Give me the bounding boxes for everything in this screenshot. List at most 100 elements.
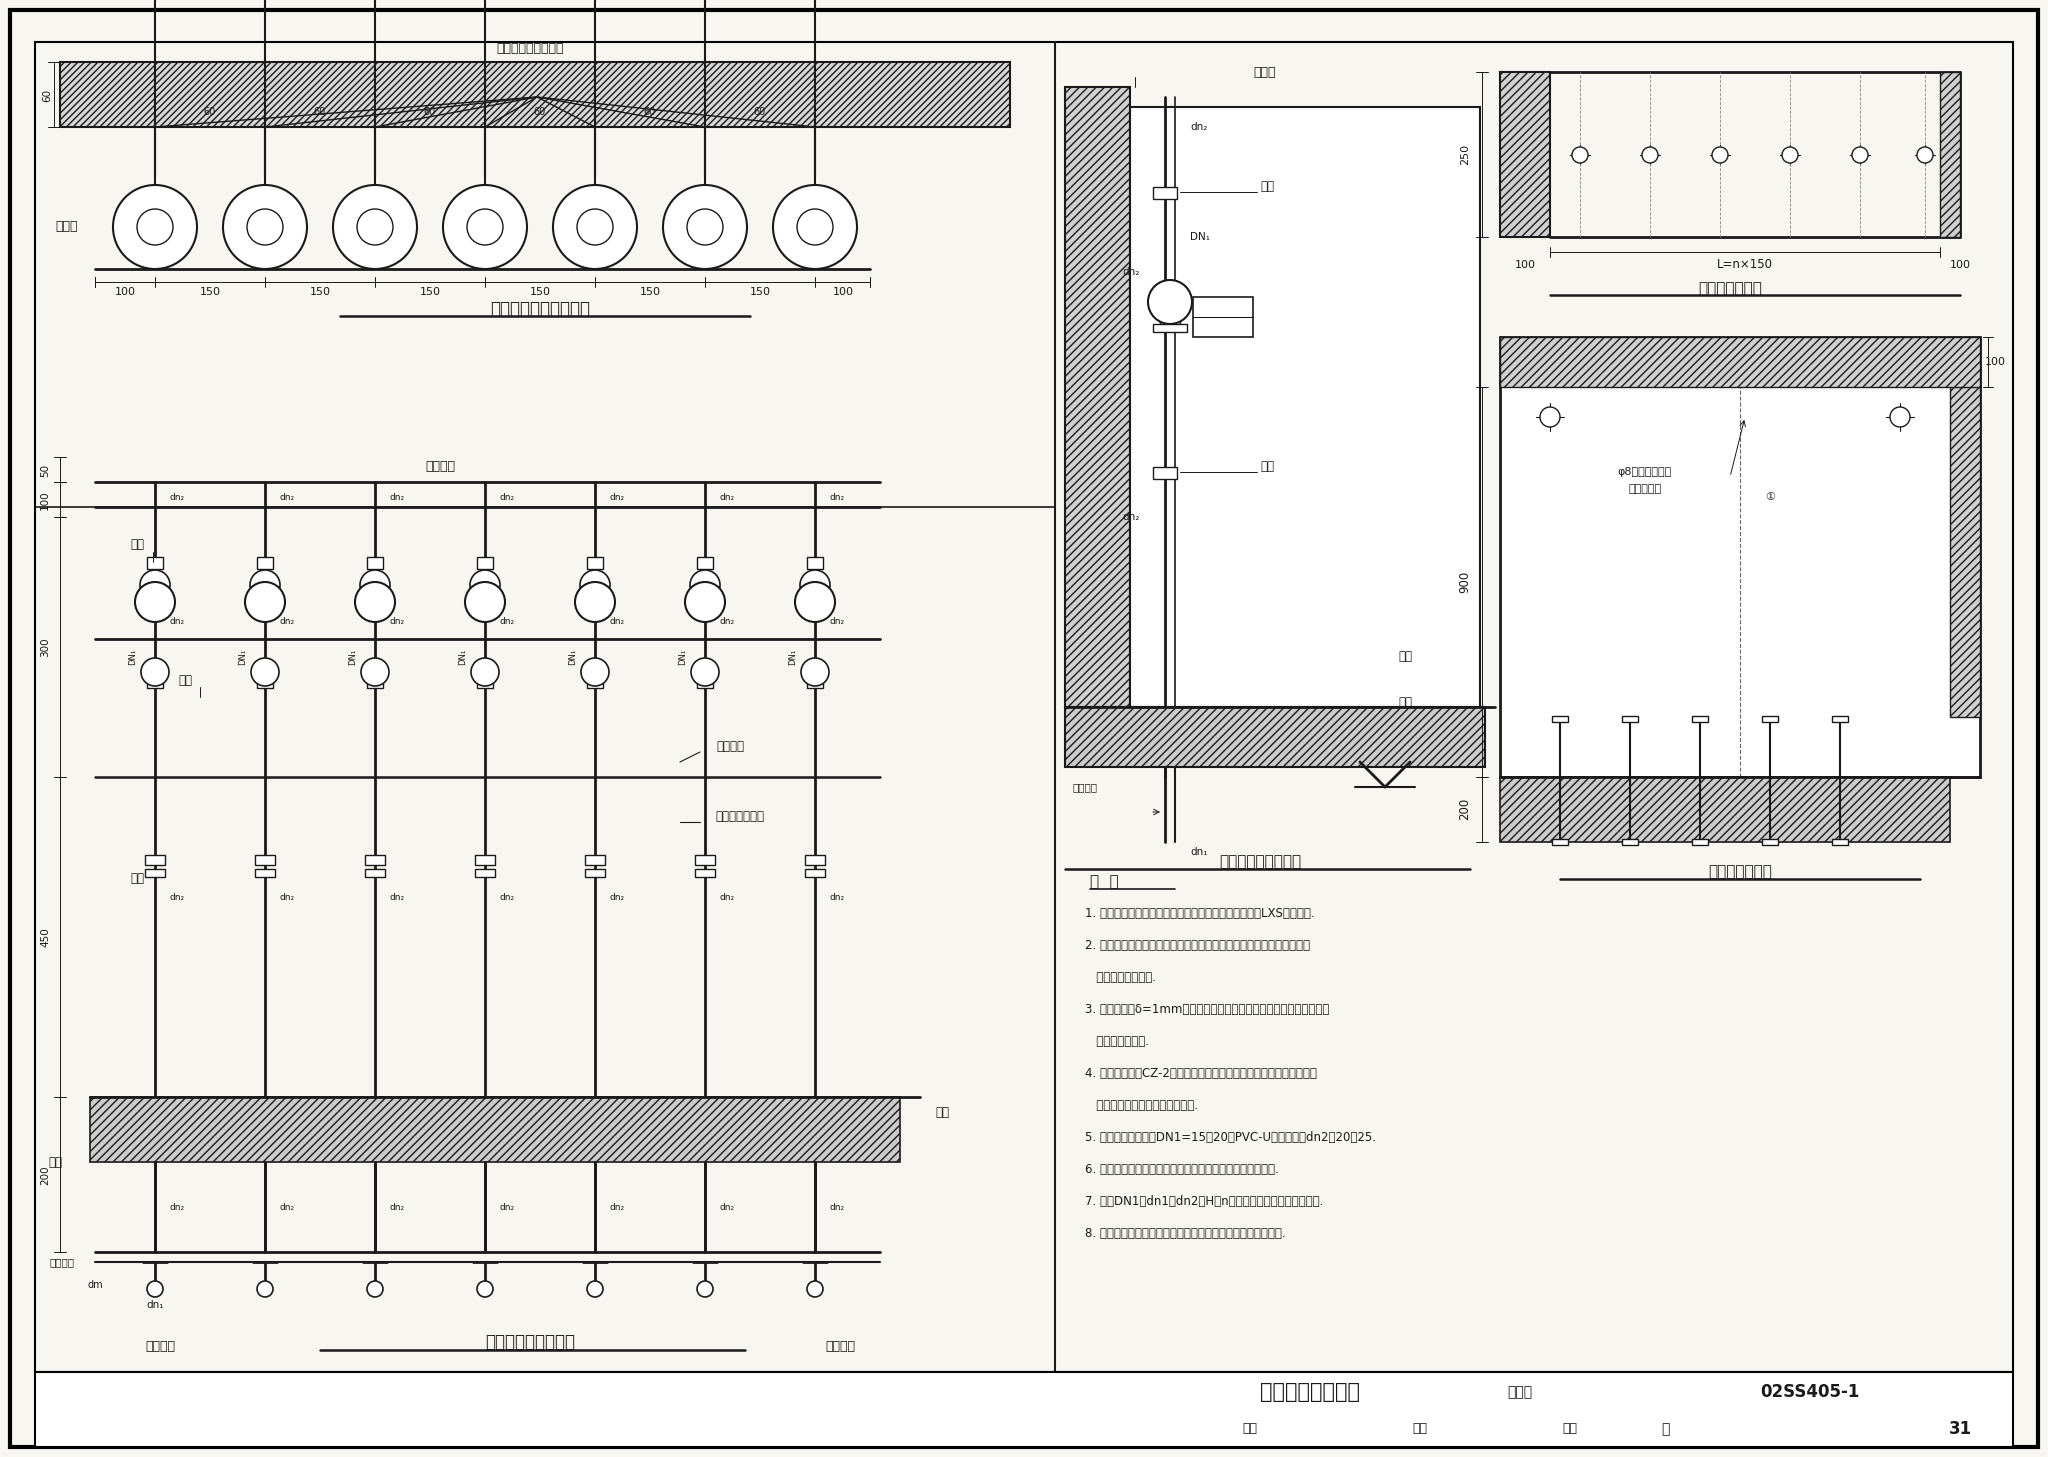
Bar (1939, 71, 1960, 237)
Text: 4. 箱内外均采用CZ-2新型高分子卫生食品级涂料一底二面，颜色与墙: 4. 箱内外均采用CZ-2新型高分子卫生食品级涂料一底二面，颜色与墙 (1085, 1067, 1317, 1080)
Circle shape (696, 1281, 713, 1297)
Text: 31: 31 (1948, 1421, 1972, 1438)
Bar (365, 868, 385, 877)
Bar (147, 557, 164, 570)
Bar (1153, 468, 1178, 479)
Circle shape (588, 1281, 602, 1297)
Text: 02SS405-1: 02SS405-1 (1761, 1383, 1860, 1402)
Text: DN₁: DN₁ (788, 648, 797, 666)
Circle shape (360, 659, 389, 686)
Bar (588, 557, 602, 570)
Text: 图集号: 图集号 (1507, 1386, 1532, 1399)
Circle shape (690, 570, 721, 600)
Circle shape (1540, 407, 1561, 427)
Circle shape (580, 570, 610, 600)
Text: 50: 50 (41, 463, 49, 476)
Text: 砖砌: 砖砌 (47, 1155, 61, 1169)
Text: 150: 150 (530, 287, 551, 297)
Bar (696, 557, 713, 570)
Text: dn₂: dn₂ (389, 893, 403, 902)
Circle shape (664, 185, 748, 270)
Text: （共四点）: （共四点） (1628, 484, 1661, 494)
Bar (1194, 297, 1253, 337)
Circle shape (690, 659, 719, 686)
Circle shape (256, 1281, 272, 1297)
Bar (1065, 707, 1485, 766)
Bar (365, 855, 385, 865)
Bar (1692, 715, 1708, 723)
Bar (1692, 839, 1708, 845)
Text: 100: 100 (115, 287, 135, 297)
Text: dn₂: dn₂ (170, 1202, 184, 1212)
Text: 7. 图中DN1、dn1、dn2、H、n等相关数据根据设计户型确定.: 7. 图中DN1、dn1、dn2、H、n等相关数据根据设计户型确定. (1085, 1195, 1323, 1208)
Circle shape (582, 659, 608, 686)
Text: 60: 60 (424, 106, 436, 117)
Bar (1499, 337, 1980, 388)
Bar (477, 557, 494, 570)
Circle shape (795, 581, 836, 622)
Bar (256, 868, 274, 877)
Text: dn₂: dn₂ (1122, 267, 1141, 277)
Circle shape (367, 1281, 383, 1297)
Text: dn₂: dn₂ (608, 893, 625, 902)
Bar (1622, 715, 1638, 723)
Bar (367, 680, 383, 688)
Circle shape (1851, 147, 1868, 163)
Circle shape (137, 208, 172, 245)
Circle shape (578, 208, 612, 245)
Circle shape (113, 185, 197, 270)
Circle shape (250, 570, 281, 600)
Text: 集中立式水表安装: 集中立式水表安装 (1260, 1383, 1360, 1402)
Text: 设计: 设计 (1563, 1422, 1577, 1435)
Bar (1153, 186, 1178, 200)
Text: 900: 900 (1458, 571, 1473, 593)
Text: DN₁: DN₁ (569, 648, 578, 666)
Bar (1833, 715, 1847, 723)
Bar (1159, 312, 1180, 323)
Text: DN₁: DN₁ (348, 648, 358, 666)
Bar (1833, 839, 1847, 845)
Bar (1499, 777, 1950, 842)
Bar (805, 855, 825, 865)
Bar (1761, 839, 1778, 845)
Text: 100: 100 (41, 490, 49, 510)
Text: 集中立式水表安装平面: 集中立式水表安装平面 (489, 300, 590, 318)
Bar (256, 680, 272, 688)
Text: dm: dm (88, 1281, 102, 1289)
Text: dn₂: dn₂ (719, 893, 733, 902)
Text: 3. 水表箱采用δ=1mm的钢板制作，箱体三面板一面门，采用四个膨胀: 3. 水表箱采用δ=1mm的钢板制作，箱体三面板一面门，采用四个膨胀 (1085, 1002, 1329, 1016)
Text: 阀门: 阀门 (178, 675, 193, 688)
Bar (145, 855, 166, 865)
Text: φ8膨胀螺栓固定: φ8膨胀螺栓固定 (1618, 468, 1671, 476)
Circle shape (477, 1281, 494, 1297)
Bar (1552, 839, 1569, 845)
Circle shape (354, 581, 395, 622)
Circle shape (465, 581, 506, 622)
Text: DN₁: DN₁ (238, 648, 248, 666)
Circle shape (334, 185, 418, 270)
Text: dn₁: dn₁ (145, 1300, 164, 1310)
Circle shape (797, 208, 834, 245)
Text: 立式水表箱立面: 立式水表箱立面 (1708, 864, 1772, 880)
Bar (59, 63, 1010, 127)
Text: 地面: 地面 (1399, 695, 1411, 708)
Circle shape (223, 185, 307, 270)
Text: 200: 200 (41, 1166, 49, 1185)
Text: 60: 60 (205, 106, 217, 117)
Text: dn₂: dn₂ (829, 492, 844, 501)
Text: 5. 分户水表公称内径DN1=15、20，PVC-U管公称外径dn2为20、25.: 5. 分户水表公称内径DN1=15、20，PVC-U管公称外径dn2为20、25… (1085, 1131, 1376, 1144)
Text: 入户立管: 入户立管 (426, 460, 455, 474)
Text: dn₂: dn₂ (608, 1202, 625, 1212)
Text: 150: 150 (750, 287, 770, 297)
Text: 立式水表安装正立面: 立式水表安装正立面 (485, 1333, 575, 1351)
Bar (147, 680, 164, 688)
Text: 面相同，水表箱门必须加锁保护.: 面相同，水表箱门必须加锁保护. (1085, 1099, 1198, 1112)
Text: L=n×150: L=n×150 (1716, 258, 1774, 271)
Bar (586, 868, 604, 877)
Text: 60: 60 (643, 106, 655, 117)
Text: dn₂: dn₂ (279, 1202, 295, 1212)
Text: 200: 200 (1458, 798, 1473, 820)
Text: 6. 阀门宜采用球阀或闸阀，阀门出口宜加设橡胶隔振过滤器.: 6. 阀门宜采用球阀或闸阀，阀门出口宜加设橡胶隔振过滤器. (1085, 1163, 1278, 1176)
Circle shape (248, 208, 283, 245)
Bar (807, 557, 823, 570)
